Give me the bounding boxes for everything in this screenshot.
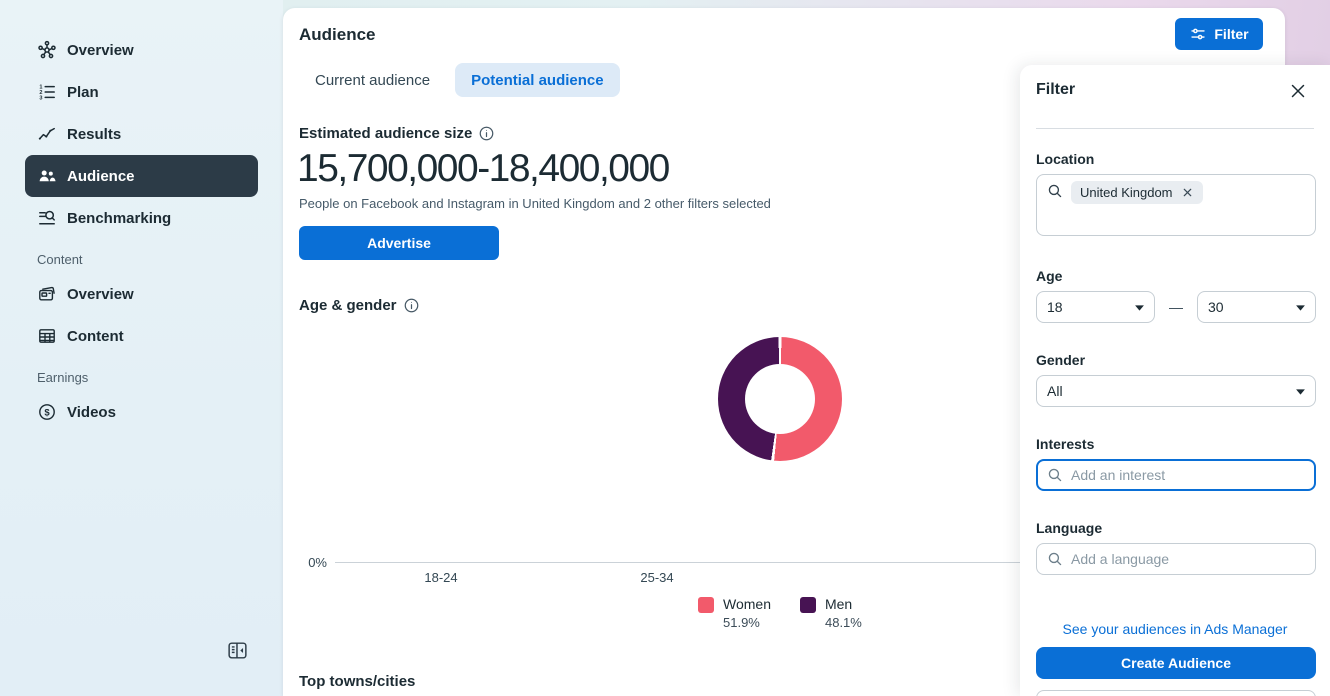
sidebar-item-audience[interactable]: Audience (25, 155, 258, 197)
close-icon (1288, 81, 1308, 101)
language-label: Language (1036, 520, 1103, 536)
create-audience-button[interactable]: Create Audience (1036, 647, 1316, 679)
interests-field (1036, 459, 1316, 491)
svg-text:2: 2 (39, 90, 42, 96)
interests-input[interactable] (1036, 459, 1316, 491)
sidebar-item-label: Videos (67, 403, 116, 421)
chevron-down-icon (1134, 304, 1145, 312)
page-title: Audience (299, 25, 376, 44)
svg-text:1: 1 (39, 85, 42, 91)
svg-text:$: $ (44, 407, 50, 418)
filter-panel-divider (1036, 128, 1314, 129)
language-field (1036, 543, 1316, 575)
age-gender-heading-row: Age & gender (299, 297, 420, 314)
sidebar-item-overview[interactable]: Overview (25, 29, 258, 71)
sidebar-item-label: Content (67, 327, 124, 345)
close-filter-button[interactable] (1286, 79, 1310, 103)
benchmarking-search-icon (37, 208, 57, 228)
age-range-row: 18 — 30 (1036, 291, 1316, 323)
legend-entry-women: Women 51.9% (698, 596, 771, 630)
content-overview-icon (37, 284, 57, 304)
collapse-sidebar-icon (226, 639, 249, 662)
legend-entry-men: Men 48.1% (799, 596, 862, 630)
chevron-down-icon (1295, 304, 1306, 312)
results-chart-icon (37, 124, 57, 144)
collapse-sidebar-button[interactable] (226, 639, 249, 662)
overview-network-icon (37, 40, 57, 60)
gender-value: All (1047, 383, 1063, 399)
legend-value: 51.9% (723, 615, 760, 630)
age-label: Age (1036, 268, 1063, 284)
sidebar-item-content[interactable]: Content (25, 315, 258, 357)
tab-current-audience[interactable]: Current audience (315, 71, 431, 89)
legend-value: 48.1% (824, 615, 862, 630)
remove-location-button[interactable] (1181, 186, 1194, 199)
chevron-down-icon (1295, 388, 1306, 396)
donut-chart (718, 337, 842, 461)
filter-panel-title: Filter (1036, 81, 1076, 98)
chart-axis-baseline (335, 562, 1273, 563)
sidebar-item-label: Plan (67, 83, 99, 101)
axis-tick-25-34: 25-34 (640, 570, 674, 585)
content-table-icon (37, 326, 57, 346)
top-towns-heading: Top towns/cities (299, 673, 416, 690)
axis-tick-18-24: 18-24 (424, 570, 458, 585)
secondary-button-partial[interactable] (1036, 690, 1316, 696)
age-min-value: 18 (1047, 299, 1063, 315)
svg-text:3: 3 (39, 95, 42, 101)
sidebar-item-label: Results (67, 125, 122, 143)
sidebar-item-benchmarking[interactable]: Benchmarking (25, 197, 258, 239)
estimated-size-heading: Estimated audience size (299, 125, 473, 142)
age-gender-heading: Age & gender (299, 297, 397, 314)
legend-label: Women (723, 596, 771, 612)
sidebar-item-label: Audience (67, 167, 135, 185)
close-icon (1182, 187, 1193, 198)
filter-sliders-icon (1189, 25, 1207, 43)
filter-button-label: Filter (1214, 26, 1249, 42)
location-chip-label: United Kingdom (1080, 185, 1173, 200)
videos-dollar-icon: $ (37, 402, 57, 422)
interests-label: Interests (1036, 436, 1095, 452)
age-min-dropdown[interactable]: 18 (1036, 291, 1155, 323)
chart-legend: Women 51.9% Men 48.1% (698, 596, 862, 630)
search-icon (1046, 182, 1064, 200)
sidebar-section-earnings: Earnings (37, 370, 89, 385)
location-label: Location (1036, 151, 1095, 167)
gender-dropdown[interactable]: All (1036, 375, 1316, 407)
sidebar-item-results[interactable]: Results (25, 113, 258, 155)
audience-people-icon (37, 166, 57, 186)
age-max-dropdown[interactable]: 30 (1197, 291, 1316, 323)
info-icon[interactable] (403, 297, 420, 314)
estimated-size-heading-row: Estimated audience size (299, 125, 495, 142)
gender-label: Gender (1036, 352, 1086, 368)
location-search-box[interactable]: United Kingdom (1036, 174, 1316, 236)
audience-tabs: Current audience Potential audience (299, 63, 629, 97)
advertise-button[interactable]: Advertise (299, 226, 499, 260)
tab-potential-audience[interactable]: Potential audience (455, 63, 620, 97)
legend-swatch-men (799, 597, 816, 613)
sidebar-item-label: Overview (67, 41, 134, 59)
sidebar-item-videos[interactable]: $ Videos (25, 391, 258, 433)
filter-panel: Filter Location United Kingdom (1020, 65, 1330, 696)
sidebar-section-content: Content (37, 252, 83, 267)
info-icon[interactable] (478, 125, 495, 142)
sidebar-item-label: Benchmarking (67, 209, 172, 227)
age-max-value: 30 (1208, 299, 1224, 315)
legend-label: Men (824, 596, 853, 612)
axis-zero-label: 0% (308, 555, 327, 570)
estimated-size-description: People on Facebook and Instagram in Unit… (299, 196, 771, 211)
legend-swatch-women (698, 597, 714, 613)
filter-button[interactable]: Filter (1175, 18, 1263, 50)
sidebar-item-label: Overview (67, 285, 134, 303)
estimated-audience-size-value: 15,700,000-18,400,000 (297, 147, 670, 190)
sidebar-item-content-overview[interactable]: Overview (25, 273, 258, 315)
age-range-separator: — (1169, 299, 1183, 315)
language-input[interactable] (1036, 543, 1316, 575)
location-chip: United Kingdom (1071, 181, 1203, 204)
ads-manager-link[interactable]: See your audiences in Ads Manager (1020, 621, 1330, 637)
